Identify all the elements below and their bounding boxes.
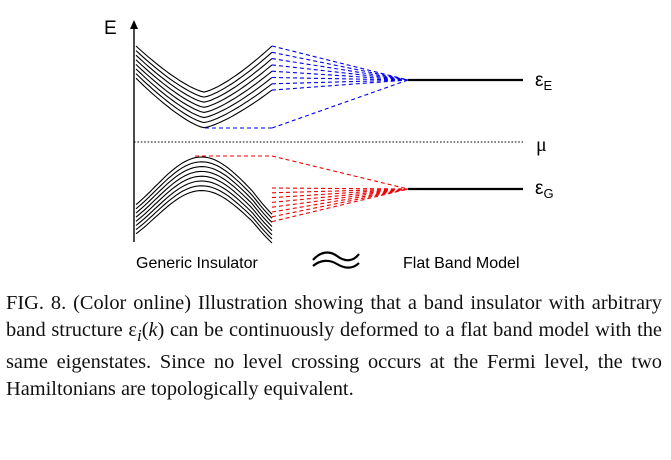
lower-dashed-connector bbox=[271, 187, 409, 190]
upper-dashed-connector bbox=[271, 64, 409, 81]
caption-subscript: i bbox=[136, 326, 142, 346]
lower-band-line bbox=[135, 156, 273, 215]
excited-band-label-sub: E bbox=[543, 78, 552, 93]
upper-dashed-connector bbox=[271, 76, 409, 81]
energy-axis-label: E bbox=[104, 18, 117, 39]
upper-band-line bbox=[135, 77, 273, 129]
caption-suffix: can be continuously deformed to a flat b… bbox=[6, 319, 662, 401]
lower-dashed-connector bbox=[271, 188, 409, 223]
excited-band-label: εE bbox=[535, 70, 552, 93]
lower-band-line bbox=[135, 175, 273, 232]
lower-dashed-connector bbox=[271, 188, 409, 218]
upper-band-line bbox=[135, 68, 273, 119]
lower-band-line bbox=[135, 166, 273, 223]
upper-band-line bbox=[135, 45, 273, 93]
upper-dashed-connector bbox=[271, 58, 409, 81]
upper-dashed-connector bbox=[271, 51, 409, 81]
deformation-tilde-icon bbox=[312, 251, 360, 262]
lower-dashed-connector bbox=[271, 188, 409, 203]
lower-dashed-connector bbox=[271, 188, 409, 194]
energy-axis-arrowhead bbox=[130, 20, 138, 29]
upper-band-line bbox=[135, 54, 273, 103]
lower-band-line bbox=[135, 190, 273, 244]
caption-epsilon: ε bbox=[128, 319, 137, 341]
upper-band-line bbox=[135, 73, 273, 124]
lower-band-line bbox=[135, 180, 273, 236]
lower-dashed-connector bbox=[271, 188, 409, 213]
lower-dashed-connector bbox=[271, 155, 409, 190]
lower-band-line bbox=[135, 161, 273, 219]
lower-band-group bbox=[135, 156, 273, 244]
band-deformation-figure: E μ εE εG Generic Insulator Flat Band Mo… bbox=[104, 18, 554, 272]
deformation-tilde-underline bbox=[312, 259, 360, 269]
caption-close-paren: ) bbox=[157, 319, 165, 341]
upper-dashed-connector bbox=[271, 79, 409, 129]
flat-band-model-label: Flat Band Model bbox=[403, 255, 520, 272]
ground-band-label-base: ε bbox=[535, 178, 544, 199]
caption-k: k bbox=[148, 319, 158, 341]
upper-dashed-connector bbox=[271, 79, 409, 91]
ground-band-label: εG bbox=[535, 178, 554, 201]
upper-band-line bbox=[135, 50, 273, 98]
upper-band-group bbox=[135, 45, 273, 129]
ground-band-label-sub: G bbox=[543, 186, 553, 201]
upper-band-line bbox=[135, 59, 273, 108]
lower-band-line bbox=[135, 170, 273, 227]
lower-band-line bbox=[135, 185, 273, 240]
upper-deformation-lines bbox=[205, 45, 409, 129]
upper-dashed-connector bbox=[271, 79, 409, 85]
lower-dashed-connector bbox=[271, 188, 409, 208]
caption-open-paren: ( bbox=[141, 319, 149, 341]
fermi-level-label: μ bbox=[536, 134, 547, 156]
lower-deformation-lines bbox=[195, 155, 409, 223]
generic-insulator-label: Generic Insulator bbox=[136, 255, 259, 272]
upper-dashed-connector bbox=[271, 45, 409, 81]
upper-band-line bbox=[135, 63, 273, 113]
figure-caption: FIG. 8. (Color online) Illustration show… bbox=[6, 290, 662, 403]
caption-prefix: FIG. 8. (Color online) Illustration show… bbox=[6, 292, 662, 341]
upper-dashed-connector bbox=[271, 70, 409, 81]
lower-dashed-connector bbox=[271, 188, 409, 199]
excited-band-label-base: ε bbox=[535, 70, 544, 91]
